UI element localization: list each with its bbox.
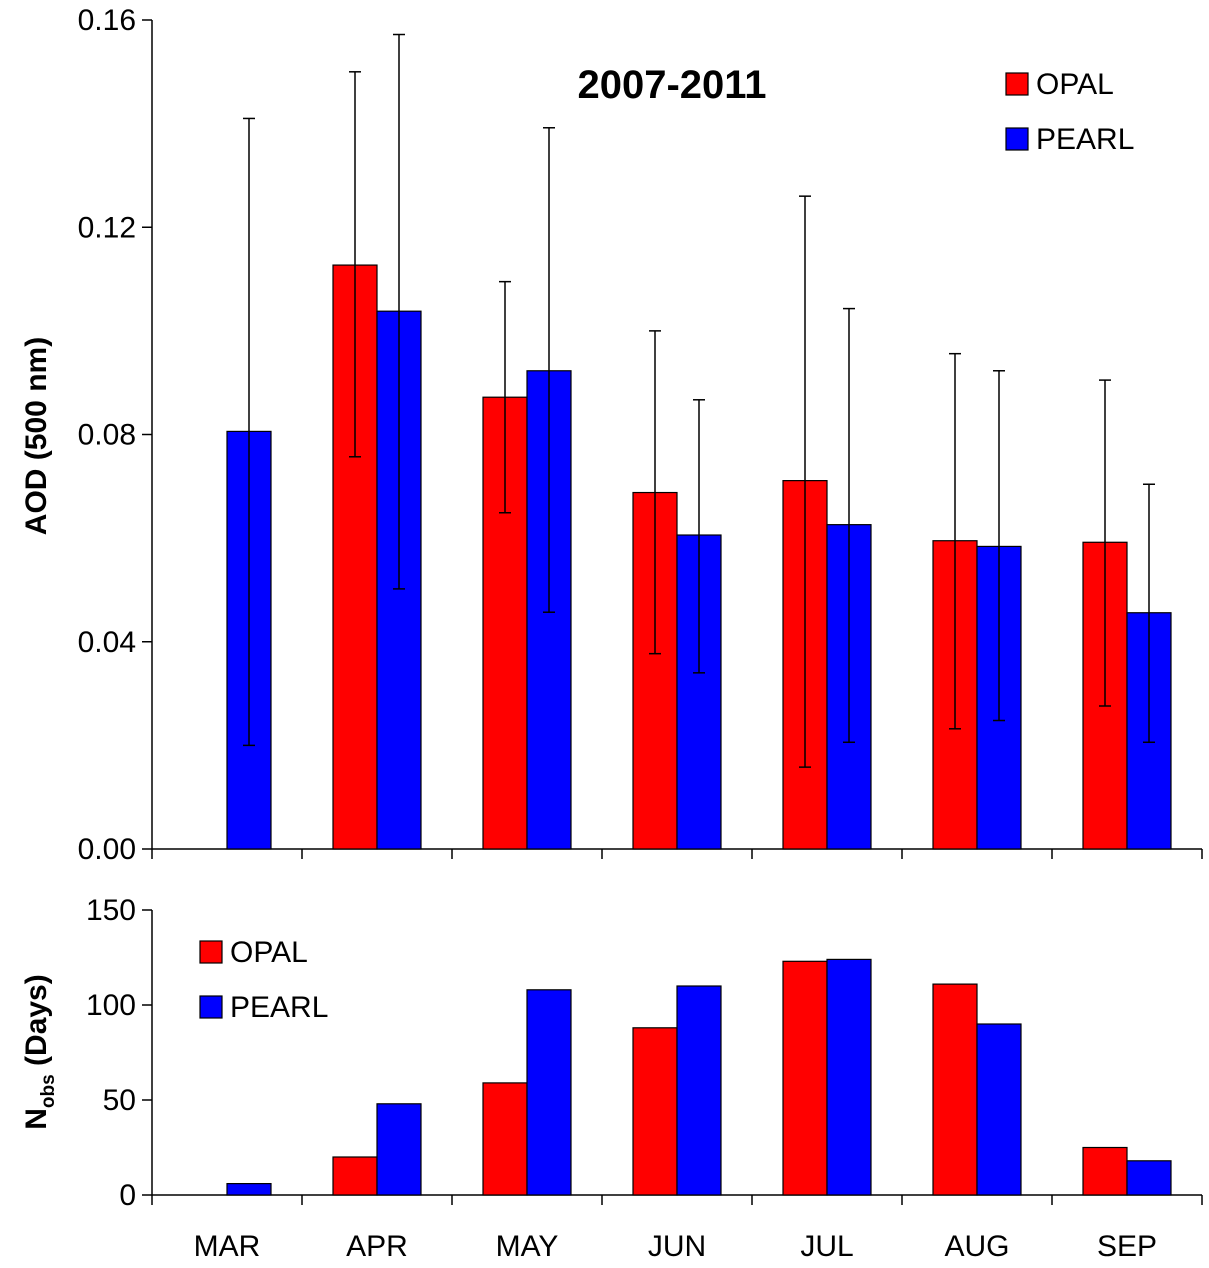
category-label-jun: JUN	[648, 1230, 706, 1263]
nobs-bar-opal-sep	[1082, 1146, 1128, 1196]
nobs-y-axis-label: Nobs (Days)	[20, 974, 59, 1130]
aod-y-axis-label: AOD (500 nm)	[20, 337, 53, 535]
nobs-legend-swatch-pearl	[199, 995, 223, 1019]
aod-legend-label-pearl: PEARL	[1036, 123, 1134, 156]
nobs-legend-swatch-opal	[199, 940, 223, 964]
nobs-bar-pearl-jun	[676, 985, 722, 1196]
aod-legend-label-opal: OPAL	[1036, 68, 1114, 101]
nobs-bar-pearl-mar	[226, 1182, 272, 1196]
nobs-y-axis-label-main: N	[20, 1108, 53, 1130]
aod-error-bar-pearl-apr	[393, 33, 405, 590]
aod-error-bar-opal-jul	[799, 195, 811, 768]
category-label-may: MAY	[496, 1230, 559, 1263]
category-label-sep: SEP	[1097, 1230, 1157, 1263]
aod-error-bar-opal-sep	[1099, 379, 1111, 707]
aod-error-bar-pearl-jul	[843, 307, 855, 744]
aod-y-tick-label: 0.00	[78, 833, 136, 866]
aod-y-tick-label: 0.04	[78, 626, 136, 659]
aod-chart-title: 2007-2011	[577, 63, 766, 107]
aod-error-bar-opal-apr	[349, 71, 361, 458]
aod-error-bar-pearl-may	[543, 127, 555, 613]
nobs-bar-opal-jun	[632, 1027, 678, 1196]
nobs-y-tick-label: 100	[86, 989, 136, 1022]
nobs-y-axis-label-subscript: obs	[38, 1074, 59, 1108]
aod-legend-swatch-pearl	[1005, 127, 1029, 151]
nobs-bar-pearl-sep	[1126, 1160, 1172, 1196]
nobs-bar-pearl-apr	[376, 1103, 422, 1196]
category-labels: MAR APR MAY JUN JUL AUG SEP	[194, 1230, 1157, 1263]
nobs-y-tick-label: 50	[103, 1084, 136, 1117]
nobs-bar-opal-aug	[932, 983, 978, 1196]
aod-axes: 0.00 0.04 0.08 0.12 0.16	[78, 4, 1203, 866]
aod-y-tick-label: 0.08	[78, 419, 136, 452]
aod-y-tick-label: 0.12	[78, 211, 136, 244]
category-label-aug: AUG	[944, 1230, 1009, 1263]
category-label-mar: MAR	[194, 1230, 261, 1263]
nobs-bar-opal-jul	[782, 960, 828, 1196]
aod-panel: 2007-2011 AOD (500 nm) 0.000.040.080.120…	[20, 4, 1203, 866]
aod-error-bars	[243, 33, 1155, 768]
aod-y-tick-label: 0.16	[78, 4, 136, 37]
nobs-bar-opal-apr	[332, 1156, 378, 1196]
nobs-y-tick-label: 0	[119, 1179, 136, 1212]
nobs-bars	[226, 958, 1172, 1196]
nobs-legend-label-opal: OPAL	[230, 936, 308, 969]
nobs-legend: OPAL PEARL	[199, 936, 328, 1024]
aod-error-bar-pearl-sep	[1143, 483, 1155, 744]
nobs-bar-pearl-aug	[976, 1023, 1022, 1196]
aod-error-bar-opal-may	[499, 280, 511, 514]
category-label-apr: APR	[346, 1230, 408, 1263]
aod-error-bar-pearl-mar	[243, 117, 255, 747]
nobs-bar-pearl-may	[526, 989, 572, 1196]
aod-legend: OPAL PEARL	[1005, 68, 1134, 156]
nobs-bar-pearl-jul	[826, 958, 872, 1196]
aod-error-bar-pearl-jun	[693, 399, 705, 674]
aod-error-bar-pearl-aug	[993, 370, 1005, 722]
nobs-y-axis-label-suffix: (Days)	[20, 974, 53, 1074]
aod-legend-swatch-opal	[1005, 72, 1029, 96]
nobs-y-tick-label: 150	[86, 894, 136, 927]
aod-error-bar-opal-aug	[949, 352, 961, 730]
nobs-bar-opal-may	[482, 1082, 528, 1196]
category-label-jul: JUL	[800, 1230, 853, 1263]
nobs-legend-label-pearl: PEARL	[230, 991, 328, 1024]
aod-error-bar-opal-jun	[649, 330, 661, 655]
